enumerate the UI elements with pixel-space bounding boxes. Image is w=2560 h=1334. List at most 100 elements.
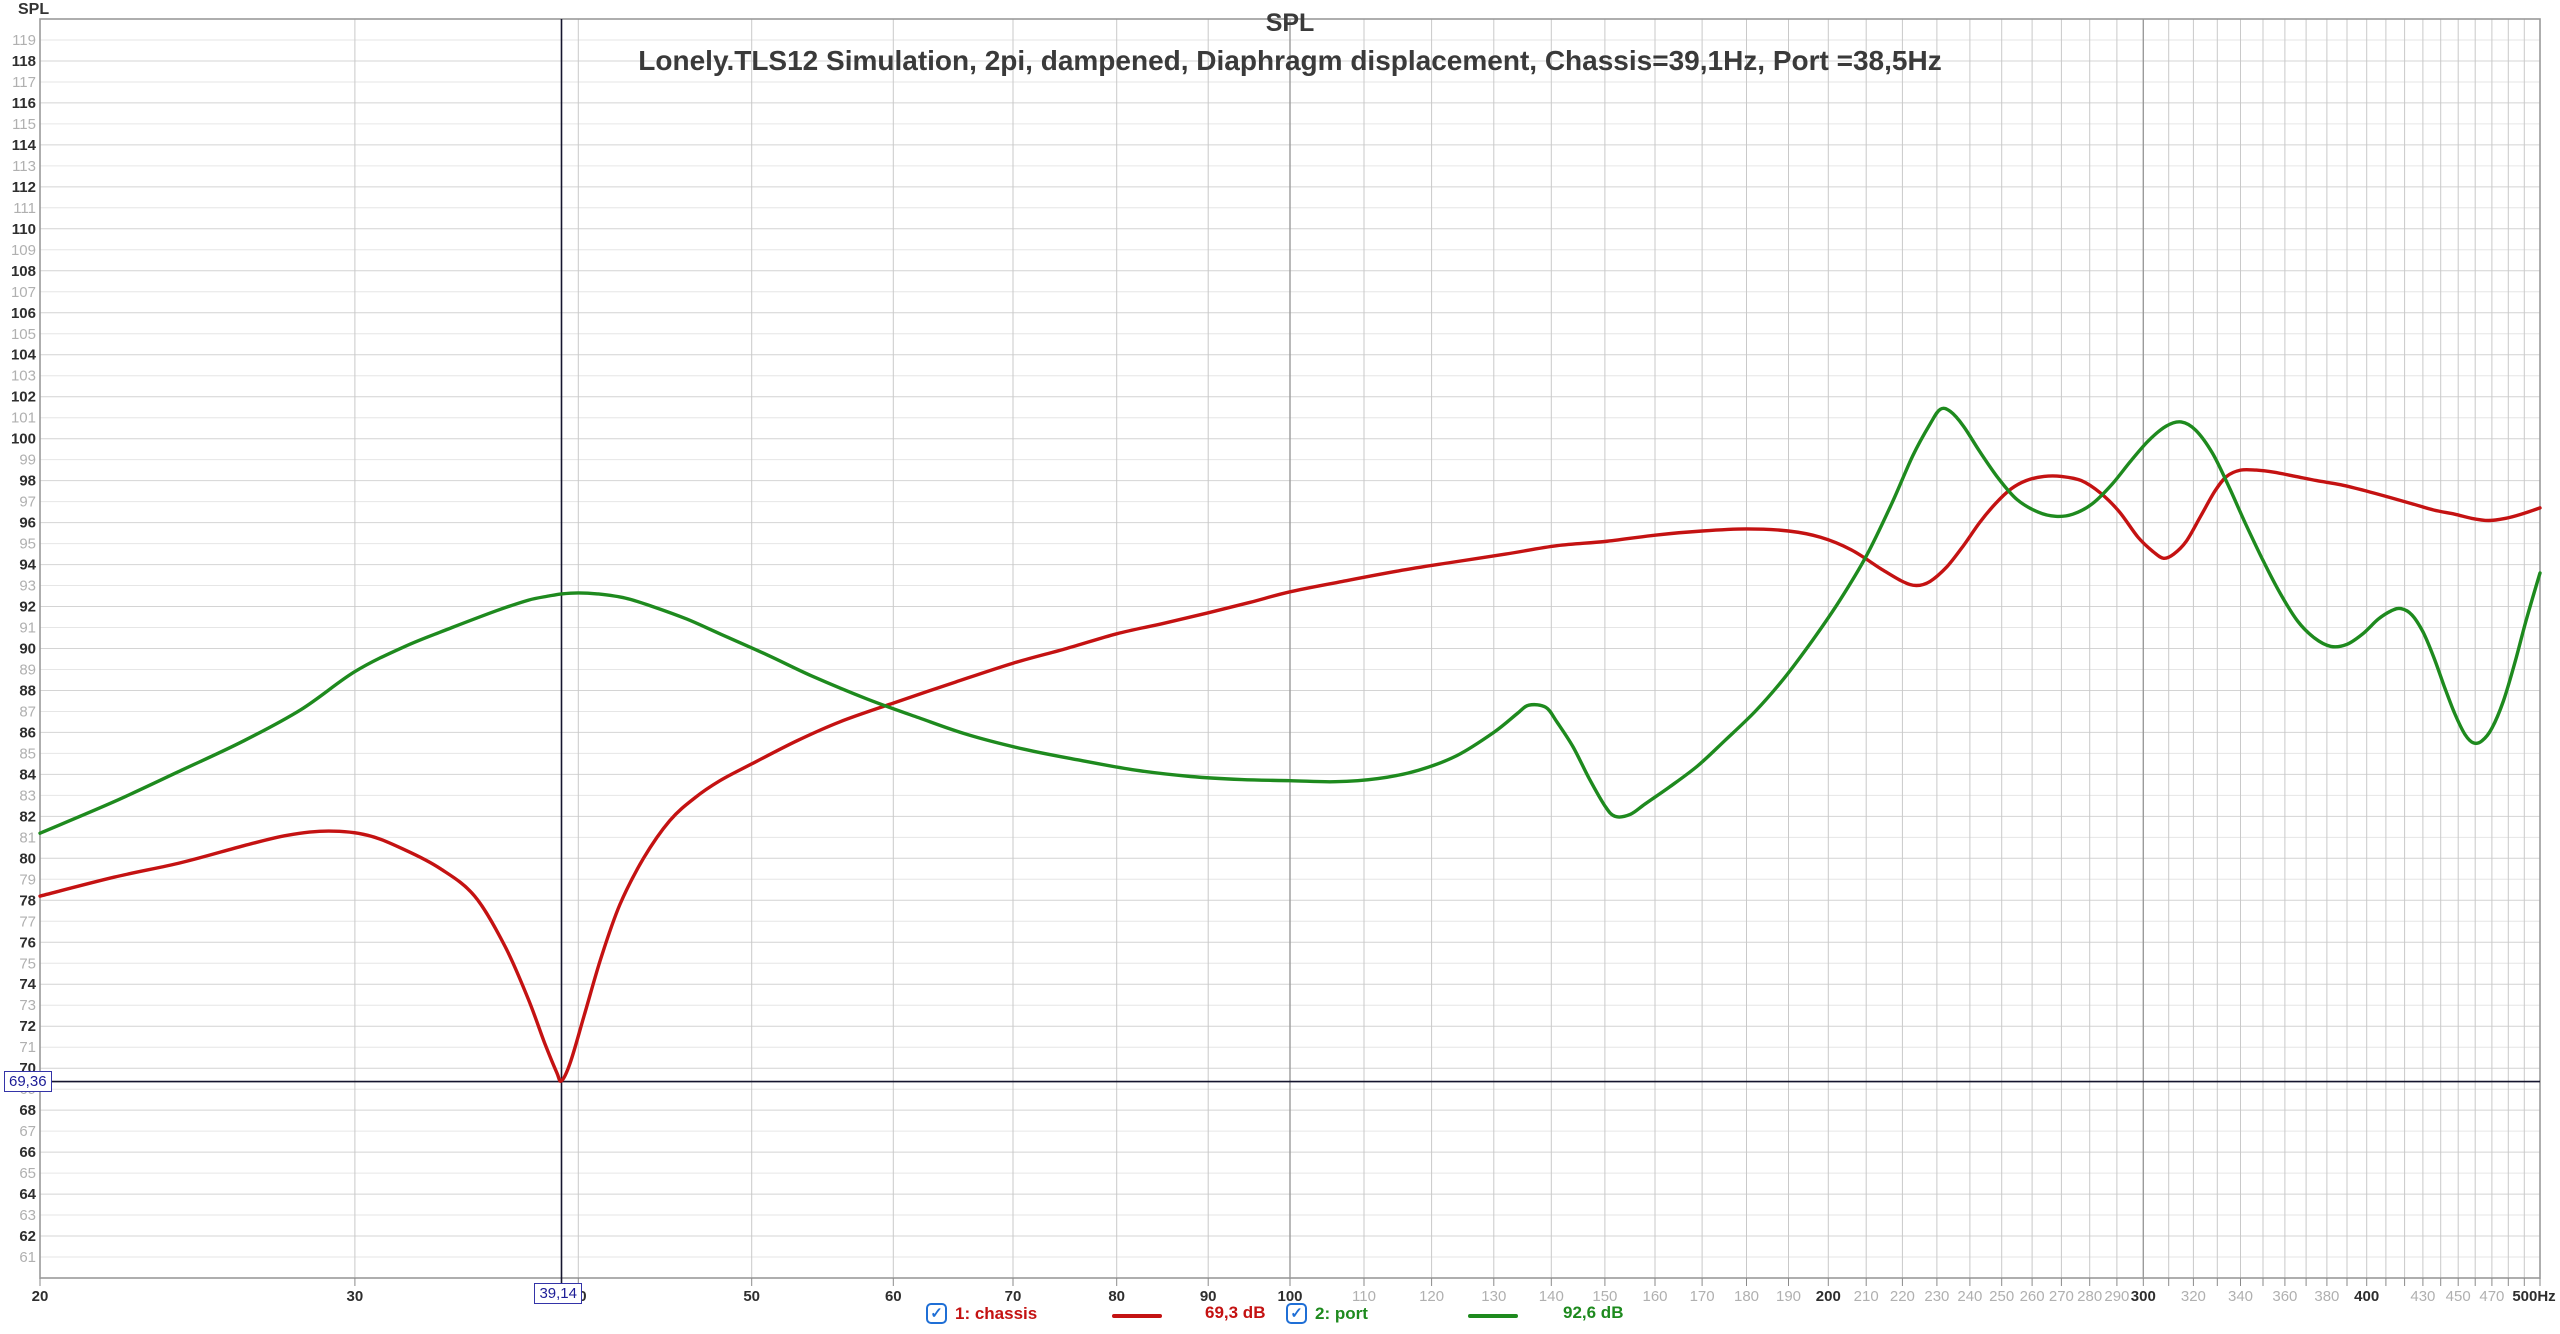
y-axis-label: 99: [19, 452, 36, 469]
x-axis-label: 210: [1854, 1288, 1879, 1305]
y-axis-label: 61: [19, 1249, 36, 1266]
y-axis-label: 91: [19, 620, 36, 637]
y-axis-label: 113: [12, 158, 36, 175]
chart-subtitle: Lonely.TLS12 Simulation, 2pi, dampened, …: [638, 45, 1941, 76]
x-axis-label: 50: [743, 1288, 760, 1305]
y-axis-label: 67: [19, 1123, 36, 1140]
x-axis-label: 230: [1924, 1288, 1949, 1305]
x-axis-label: 180: [1734, 1288, 1759, 1305]
y-axis-label: 83: [19, 787, 36, 804]
y-axis-label: 105: [11, 326, 36, 343]
y-axis-label: 114: [12, 137, 37, 154]
x-axis-label: 190: [1776, 1288, 1801, 1305]
y-axis-label: 75: [19, 955, 36, 972]
y-axis-label: 119: [12, 32, 36, 49]
x-axis-label: 400: [2354, 1288, 2379, 1305]
y-axis-label: 95: [19, 536, 36, 553]
y-axis-label: 115: [12, 116, 36, 133]
x-axis-label: 150: [1592, 1288, 1617, 1305]
y-axis-label: 65: [19, 1165, 36, 1182]
x-axis-label: 80: [1108, 1288, 1125, 1305]
y-axis-label: 90: [19, 641, 36, 658]
legend-value-chassis: 69,3 dB: [1205, 1303, 1266, 1322]
x-axis-label: 300: [2131, 1288, 2156, 1305]
legend-checkbox-chassis[interactable]: ✓: [926, 1303, 947, 1324]
y-axis-label: 109: [11, 242, 36, 259]
y-axis-label: 62: [19, 1228, 36, 1245]
x-axis-label: 200: [1816, 1288, 1841, 1305]
x-axis-label: 110: [1352, 1288, 1376, 1305]
x-axis-label: 140: [1539, 1288, 1564, 1305]
y-axis-label: 82: [19, 808, 36, 825]
y-axis-label: 117: [12, 74, 36, 91]
y-axis-label: 97: [19, 494, 36, 511]
cursor-level-readout[interactable]: 69,36: [4, 1070, 52, 1092]
y-axis-label: 76: [19, 934, 36, 951]
x-axis-label: 70: [1005, 1288, 1022, 1305]
x-axis-label: 500Hz: [2512, 1288, 2555, 1305]
x-axis-label: 90: [1200, 1288, 1217, 1305]
y-axis-label: 79: [19, 871, 36, 888]
check-icon: ✓: [1290, 1305, 1303, 1322]
x-axis-label: 30: [347, 1288, 364, 1305]
x-axis-label: 450: [2446, 1288, 2471, 1305]
legend-checkbox-port[interactable]: ✓: [1286, 1303, 1307, 1324]
x-axis-label: 120: [1419, 1288, 1444, 1305]
legend-line-sample-chassis: [1112, 1314, 1162, 1318]
legend-value-port: 92,6 dB: [1563, 1303, 1624, 1322]
x-axis-label: 130: [1481, 1288, 1506, 1305]
series-line-chassis: [38, 467, 2542, 1083]
x-axis-label: 20: [32, 1288, 49, 1305]
x-axis-label: 320: [2181, 1288, 2206, 1305]
x-axis-label: 470: [2479, 1288, 2504, 1305]
y-axis-label: 108: [11, 263, 36, 280]
y-axis-label: 112: [12, 179, 36, 196]
x-axis-label: 250: [1989, 1288, 2014, 1305]
legend-line-sample-port: [1468, 1314, 1518, 1318]
x-axis-label: 360: [2272, 1288, 2297, 1305]
check-icon: ✓: [930, 1305, 943, 1322]
y-axis-label: 88: [19, 682, 36, 699]
y-axis-label: 71: [19, 1039, 36, 1056]
x-axis-label: 260: [2020, 1288, 2045, 1305]
x-axis-label: 160: [1642, 1288, 1667, 1305]
y-axis-label: 86: [19, 724, 36, 741]
y-axis-label: 80: [19, 850, 36, 867]
y-axis-label: 63: [19, 1207, 36, 1224]
x-axis-label: 220: [1890, 1288, 1915, 1305]
y-axis-label: 101: [11, 410, 36, 427]
y-axis-label: 89: [19, 661, 36, 678]
y-axis-label: 68: [19, 1102, 36, 1119]
y-axis-label: 81: [19, 829, 36, 846]
y-axis-label: 116: [12, 95, 36, 112]
y-axis-label: 84: [19, 766, 36, 783]
y-axis-label: 104: [11, 347, 37, 364]
y-axis-label: 106: [11, 305, 36, 322]
x-axis-label: 240: [1957, 1288, 1982, 1305]
x-axis-label: 280: [2077, 1288, 2102, 1305]
y-axis-label: 107: [11, 284, 36, 301]
x-axis-label: 340: [2228, 1288, 2253, 1305]
x-axis-label: 170: [1690, 1288, 1715, 1305]
y-axis-label: 72: [19, 1018, 36, 1035]
legend-item-chassis[interactable]: ✓ 1: chassis: [926, 1303, 1037, 1324]
y-axis-label: 77: [19, 913, 36, 930]
y-axis-label: 102: [11, 389, 36, 406]
y-axis-label: 85: [19, 745, 36, 762]
legend-bar: ✓ 1: chassis 69,3 dB ✓ 2: port 92,6 dB: [0, 1300, 2560, 1334]
cursor-frequency-readout[interactable]: 39,14: [534, 1283, 582, 1304]
x-axis-label: 380: [2314, 1288, 2339, 1305]
y-axis-label: 74: [19, 976, 36, 993]
x-axis-label: 60: [885, 1288, 902, 1305]
y-axis-label: 64: [19, 1186, 36, 1203]
y-axis-label: 118: [12, 53, 36, 70]
y-axis-label: 103: [11, 368, 36, 385]
y-axis-label: 66: [19, 1144, 36, 1161]
legend-item-port[interactable]: ✓ 2: port: [1286, 1303, 1368, 1324]
legend-label-chassis: 1: chassis: [955, 1303, 1038, 1323]
chart-title: SPL: [1266, 9, 1315, 37]
y-axis-label: 110: [12, 221, 36, 238]
y-axis-label: 100: [11, 431, 36, 448]
